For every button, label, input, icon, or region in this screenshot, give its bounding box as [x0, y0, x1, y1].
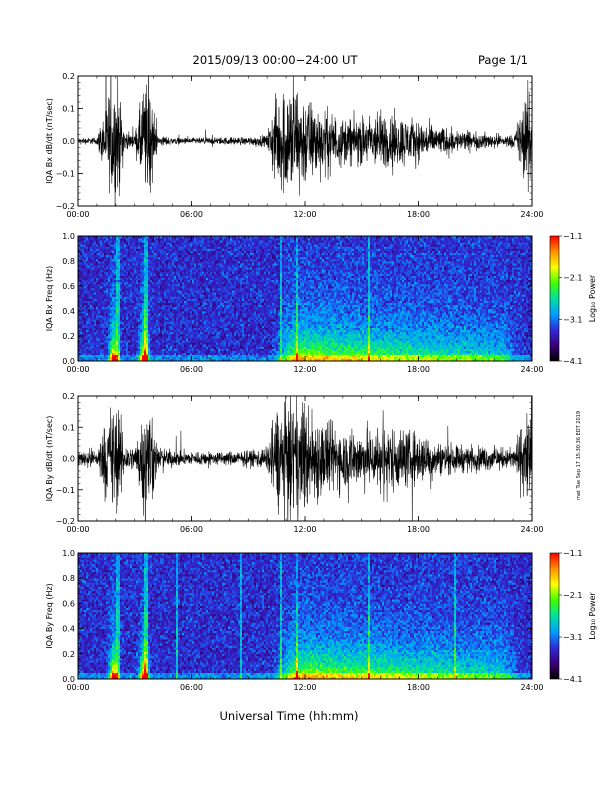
x-tick-label: 12:00 [293, 365, 316, 374]
colorbar-label: Log₁₀ Power [588, 592, 597, 640]
y-tick-label: 0.2 [62, 650, 75, 659]
y-tick-label: −0.2 [56, 202, 75, 211]
waveform-series [78, 6, 532, 216]
colorbar-tick-label: −2.1 [563, 274, 582, 283]
x-tick-label: 12:00 [293, 525, 316, 534]
colorbar-tick-label: −3.1 [563, 315, 582, 324]
x-tick-label: 06:00 [180, 365, 203, 374]
y-tick-label: −0.2 [56, 517, 75, 526]
x-tick-label: 00:00 [66, 210, 89, 219]
spectrogram-panel-bx: 00:00 06:00 12:00 18:00 24:00 1.0 0.8 0.6 0.4 0.2… [45, 232, 597, 374]
x-tick-label: 18:00 [407, 210, 430, 219]
y-axis-label: IQA Bx dB/dt (nT/sec) [45, 98, 54, 184]
y-axis-label: IQA By Freq (Hz) [45, 583, 54, 649]
colorbar-tick-label: −4.1 [563, 357, 582, 366]
spectrogram-cells [78, 236, 532, 361]
x-tick-label: 06:00 [180, 683, 203, 692]
spectrogram-cells [78, 553, 532, 679]
timestamp-stamp: mat Tue Sep 17 15:30:36 EDT 2019 [576, 411, 582, 500]
y-tick-label: 0.6 [62, 599, 75, 608]
x-tick-label: 18:00 [407, 525, 430, 534]
colorbar [550, 553, 559, 679]
y-tick-label: 0.2 [62, 392, 75, 401]
y-tick-label: 0.1 [62, 105, 75, 114]
colorbar-tick-label: −2.1 [563, 591, 582, 600]
colorbar-label: Log₁₀ Power [588, 274, 597, 322]
y-tick-label: −0.1 [56, 486, 75, 495]
x-tick-label: 24:00 [520, 525, 543, 534]
colorbar [550, 236, 559, 361]
x-tick-label: 12:00 [293, 683, 316, 692]
x-tick-label: 00:00 [66, 525, 89, 534]
colorbar-tick-label: −4.1 [563, 675, 582, 684]
x-tick-label: 18:00 [407, 365, 430, 374]
x-tick-label: 06:00 [180, 525, 203, 534]
figure-title: 2015/09/13 00:00−24:00 UT [193, 53, 359, 67]
x-tick-label: 00:00 [66, 365, 89, 374]
x-tick-label: 24:00 [520, 365, 543, 374]
y-tick-label: 1.0 [62, 232, 75, 241]
colorbar-tick-label: −1.1 [563, 232, 582, 241]
y-tick-label: 0.0 [62, 675, 75, 684]
x-tick-label: 12:00 [293, 210, 316, 219]
spectrogram-panel-by: 00:00 06:00 12:00 18:00 24:00 1.0 0.8 0.6 0.4 0.2… [45, 549, 597, 692]
x-axis-label: Universal Time (hh:mm) [219, 709, 358, 723]
y-tick-label: 0.0 [62, 455, 75, 464]
x-tick-label: 18:00 [407, 683, 430, 692]
y-tick-label: 0.4 [62, 625, 75, 634]
waveform-series [78, 390, 532, 575]
colorbar-tick-label: −1.1 [563, 549, 582, 558]
x-tick-label: 06:00 [180, 210, 203, 219]
y-tick-label: 0.0 [62, 357, 75, 366]
y-tick-label: 1.0 [62, 549, 75, 558]
colorbar-tick-label: −3.1 [563, 633, 582, 642]
y-tick-label: 0.1 [62, 423, 75, 432]
x-tick-label: 24:00 [520, 210, 543, 219]
y-tick-label: 0.8 [62, 574, 75, 583]
y-tick-label: 0.2 [62, 72, 75, 81]
y-axis-label: IQA By dB/dt (nT/sec) [45, 416, 54, 502]
y-tick-label: 0.0 [62, 137, 75, 146]
waveform-panel-by: 00:00 06:00 12:00 18:00 24:00 0.2 0.1 0.0 −0.1 −0… [45, 390, 544, 575]
y-tick-label: 0.4 [62, 307, 75, 316]
y-tick-label: 0.6 [62, 282, 75, 291]
page-indicator: Page 1/1 [478, 53, 528, 67]
y-axis-label: IQA Bx Freq (Hz) [45, 266, 54, 332]
y-tick-label: −0.1 [56, 170, 75, 179]
panels: 00:00 06:00 12:00 18:00 24:00 0.2 0.1 0.0 −0.1 −0… [45, 6, 597, 692]
x-tick-label: 00:00 [66, 683, 89, 692]
y-tick-label: 0.8 [62, 257, 75, 266]
waveform-panel-bx: 00:00 06:00 12:00 18:00 24:00 0.2 0.1 0.0 −0.1 −0… [45, 6, 544, 219]
x-tick-label: 24:00 [520, 683, 543, 692]
y-tick-label: 0.2 [62, 332, 75, 341]
